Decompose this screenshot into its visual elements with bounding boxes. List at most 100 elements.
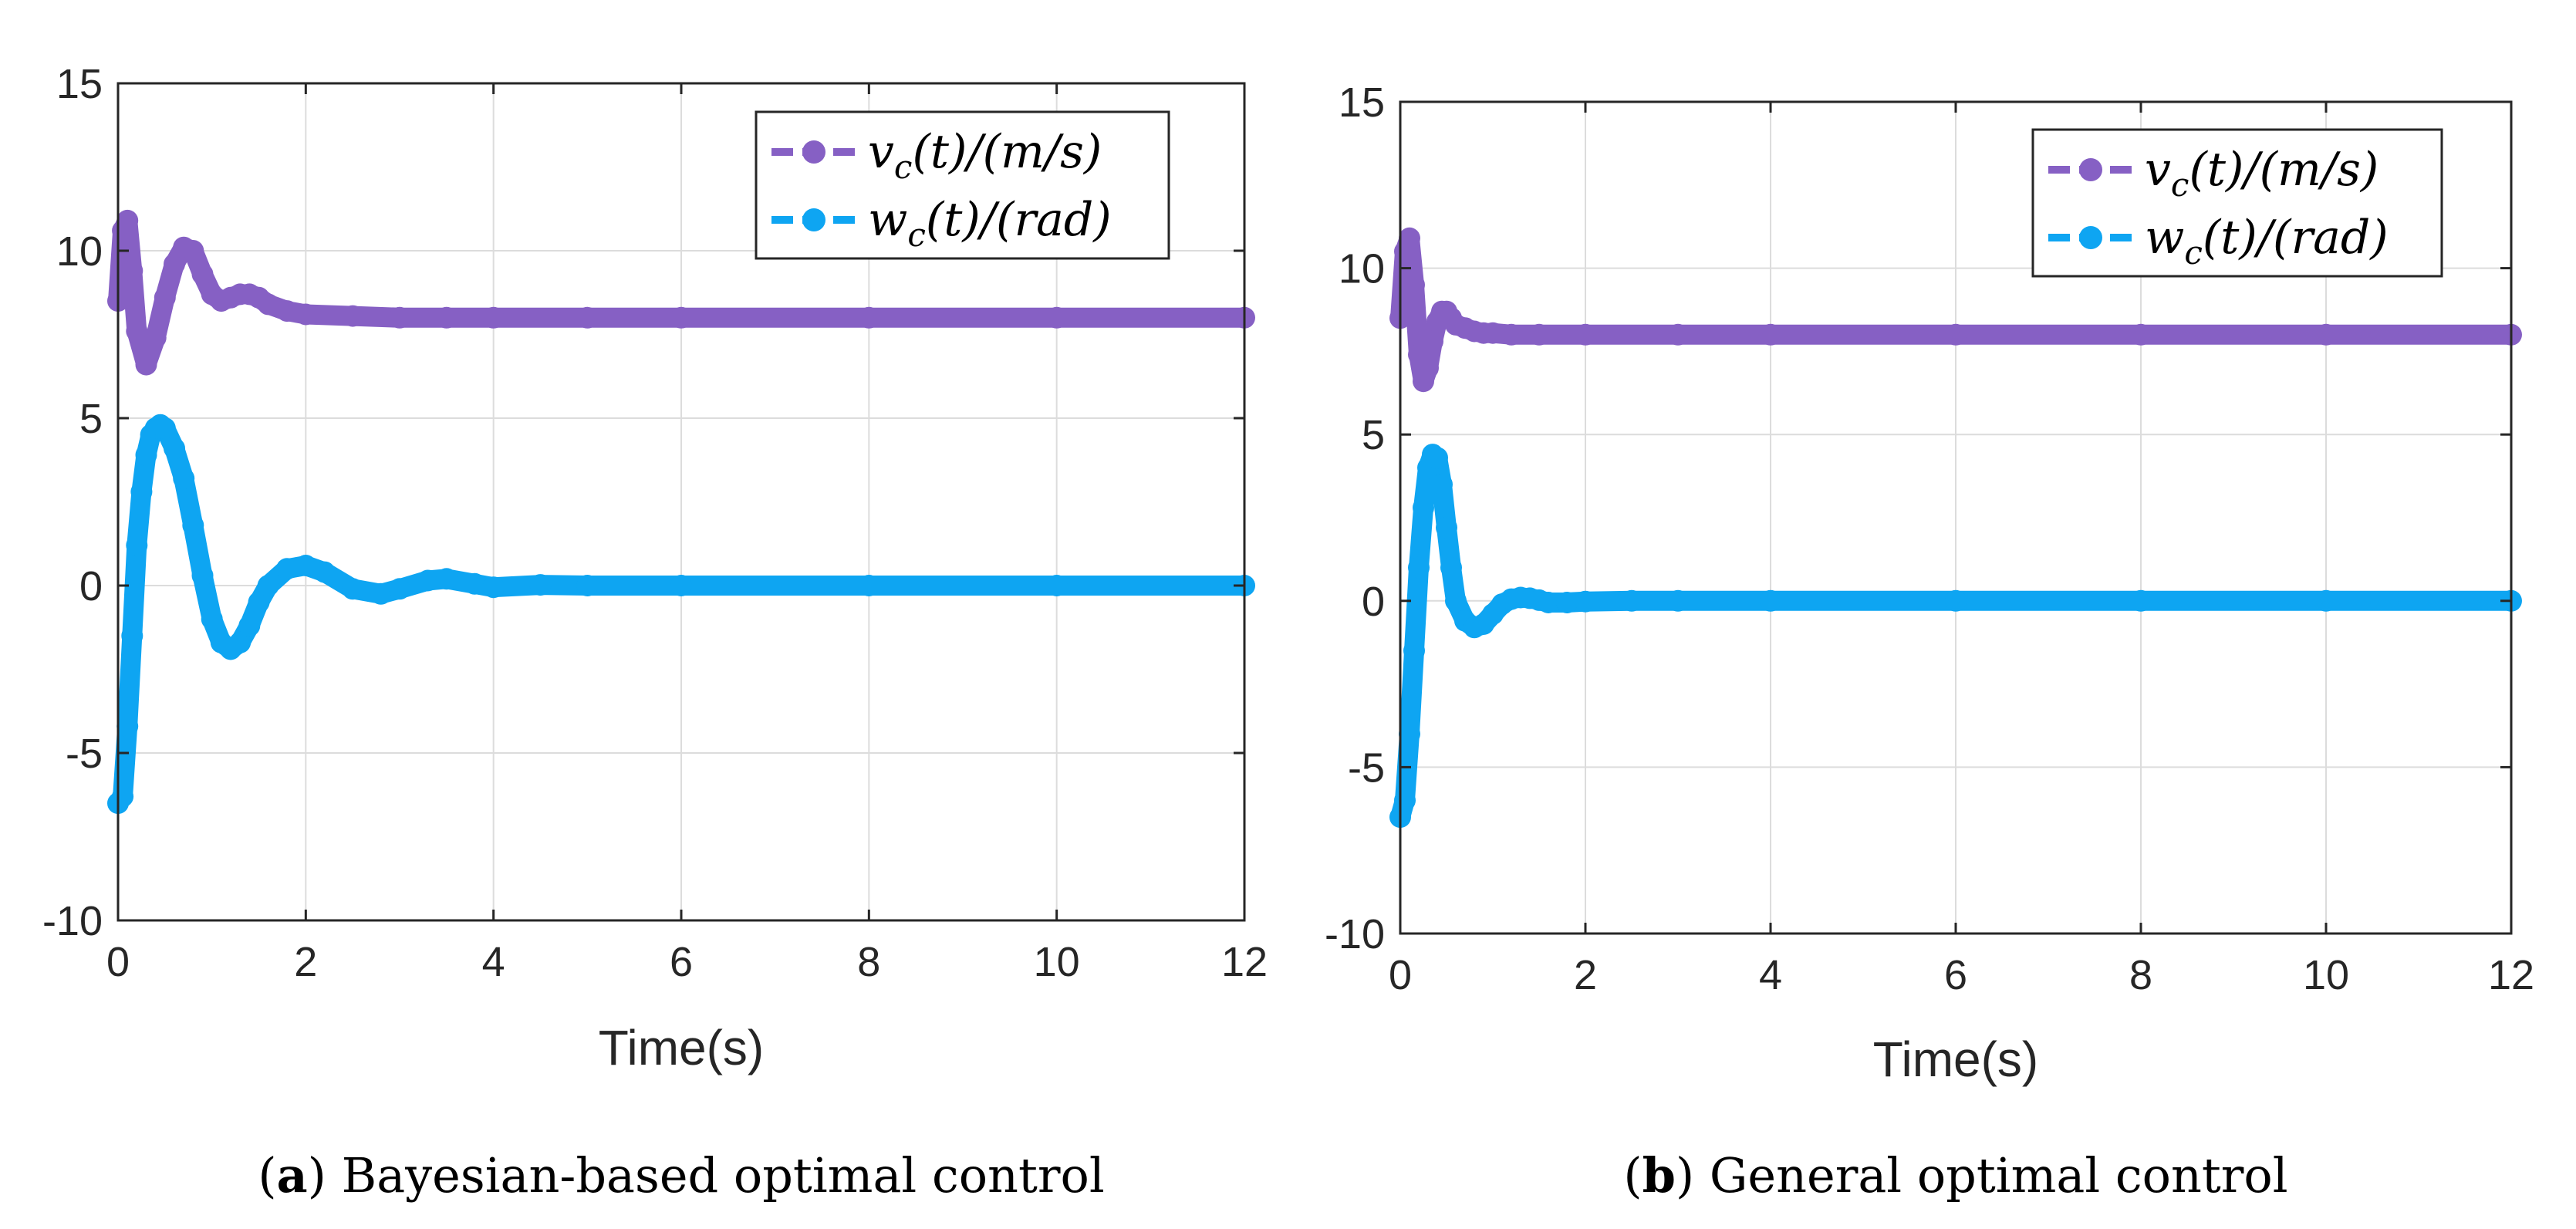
x-tick-label: 4 [1759, 952, 1782, 998]
data-point-vc [389, 306, 410, 329]
data-point-vc [154, 286, 176, 309]
data-point-vc [1417, 357, 1439, 379]
y-tick-label: -5 [1348, 744, 1385, 791]
x-tick-label: 10 [1034, 939, 1080, 985]
data-point-vc [135, 353, 157, 376]
legend: vc(t)/(m/s)wc(t)/(rad) [2031, 128, 2443, 278]
data-point-vc [257, 293, 279, 316]
legend-label-main: w [868, 193, 907, 247]
x-tick-label: 4 [482, 939, 505, 985]
data-point-wc [1394, 789, 1416, 812]
data-point-vc [858, 306, 880, 329]
data-point-wc [342, 578, 364, 600]
data-point-wc [435, 568, 457, 590]
x-tick-label: 12 [2488, 952, 2534, 998]
legend-label: vc(t)/(m/s) [868, 125, 1102, 186]
data-point-wc [257, 575, 279, 596]
legend-label-subscript: c [2171, 166, 2189, 204]
data-point-vc [116, 209, 139, 231]
data-point-wc [248, 591, 270, 613]
data-point-vc [2315, 323, 2337, 346]
caption-panel-letter: a [277, 1147, 308, 1204]
x-tick-label: 6 [670, 939, 693, 985]
data-point-wc [135, 444, 157, 466]
legend-swatch-marker [2079, 226, 2102, 249]
data-point-wc [1045, 575, 1068, 596]
legend-label-subscript: c [2184, 234, 2203, 272]
x-tick-label: 12 [1221, 939, 1268, 985]
data-point-wc [126, 534, 148, 556]
data-point-wc [1408, 556, 1430, 579]
data-point-wc [1445, 589, 1467, 612]
caption-close-paren: ) [308, 1147, 326, 1204]
data-point-vc [1482, 322, 1504, 344]
y-tick-label: 10 [1339, 246, 1385, 292]
legend-label: vc(t)/(m/s) [2145, 143, 2378, 204]
y-tick-label: 10 [56, 228, 103, 275]
data-point-wc [112, 785, 134, 808]
caption-open-paren: ( [258, 1147, 276, 1204]
data-point-wc [1575, 590, 1596, 613]
data-point-vc [121, 260, 143, 282]
legend-label: wc(t)/(rad) [2145, 211, 2389, 272]
data-point-wc [201, 608, 223, 630]
data-point-wc [1403, 640, 1425, 662]
data-point-vc [1528, 323, 1550, 346]
x-tick-label: 8 [2129, 952, 2152, 998]
y-tick-label: 5 [1362, 412, 1385, 458]
data-point-wc [154, 417, 176, 439]
data-point-wc [529, 574, 552, 596]
x-tick-label: 2 [294, 939, 317, 985]
legend-label-main: v [2145, 143, 2171, 197]
panel-a: 0 2 4 6 8 10 12-10-5051015Time(s)vc(t)/(m/s)wc… [42, 61, 1268, 1204]
data-point-vc [435, 306, 457, 329]
data-point-wc [182, 514, 204, 536]
data-point-vc [1403, 274, 1425, 296]
data-point-vc [1575, 323, 1596, 346]
data-point-vc [1945, 323, 1967, 346]
legend-label-main: w [2145, 211, 2184, 265]
x-axis-label: Time(s) [599, 1020, 764, 1075]
data-point-vc [1501, 323, 1522, 346]
data-point-wc [313, 561, 336, 583]
data-point-wc [276, 558, 298, 580]
data-point-vc [1760, 323, 1781, 346]
data-point-vc [482, 306, 505, 329]
caption-description: Bayesian-based optimal control [326, 1147, 1105, 1204]
data-point-wc [1556, 592, 1578, 613]
y-tick-label: 0 [1362, 579, 1385, 625]
data-point-vc [164, 253, 185, 275]
legend-label-subscript: c [907, 216, 926, 254]
data-point-wc [238, 615, 261, 637]
data-point-vc [576, 306, 599, 329]
data-point-wc [1399, 723, 1420, 745]
data-point-wc [1440, 556, 1462, 579]
data-point-wc [2315, 589, 2337, 612]
legend-box [755, 110, 1170, 260]
y-tick-label: -5 [66, 731, 103, 777]
panel-caption: (b) General optimal control [1623, 1147, 2287, 1204]
y-tick-label: 15 [1339, 79, 1385, 126]
data-point-wc [1426, 447, 1448, 469]
data-point-wc [130, 481, 153, 503]
data-point-wc [417, 569, 439, 592]
data-point-wc [1621, 589, 1642, 612]
legend-label-rest: (t)/(m/s) [912, 125, 1102, 179]
data-point-wc [1667, 589, 1689, 612]
data-point-wc [1538, 592, 1559, 613]
data-point-wc [2130, 589, 2152, 612]
legend-label-rest: (t)/(rad) [926, 193, 1112, 247]
x-tick-label: 10 [2303, 952, 2349, 998]
data-point-wc [858, 575, 880, 596]
legend-label-rest: (t)/(m/s) [2189, 143, 2378, 197]
caption-close-paren: ) [1676, 1147, 1694, 1204]
x-tick-label: 0 [1389, 952, 1412, 998]
legend-label: wc(t)/(rad) [868, 193, 1112, 254]
legend: vc(t)/(m/s) wc(t)/(rad) [755, 110, 1170, 260]
y-tick-label: 0 [79, 563, 103, 609]
data-point-vc [1667, 323, 1689, 346]
x-tick-label: 0 [106, 939, 130, 985]
y-tick-label: -10 [1325, 911, 1385, 957]
data-point-wc [482, 576, 505, 599]
